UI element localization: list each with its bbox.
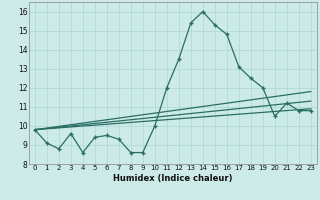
X-axis label: Humidex (Indice chaleur): Humidex (Indice chaleur) bbox=[113, 174, 233, 183]
